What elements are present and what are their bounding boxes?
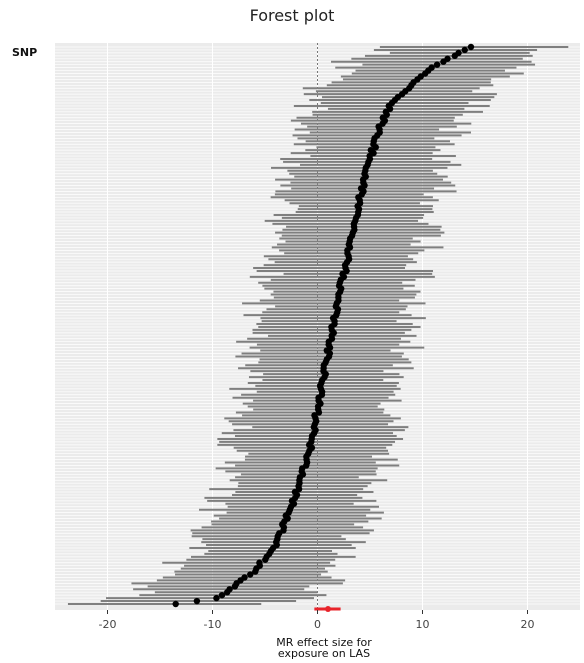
snp-point xyxy=(367,146,375,154)
y-axis-label: SNP xyxy=(12,46,38,59)
snp-point xyxy=(226,586,233,593)
snp-ci-lines xyxy=(67,46,569,605)
snp-point xyxy=(256,559,263,566)
x-axis-label-line-1: MR effect size for xyxy=(276,636,372,649)
x-axis-label-line-2: exposure on LAS xyxy=(277,647,371,660)
snp-point xyxy=(461,46,468,54)
x-axis-label: MR effect size for exposure on LAS xyxy=(214,637,434,659)
snp-points xyxy=(172,43,475,608)
snp-point xyxy=(241,574,248,581)
snp-point xyxy=(172,600,179,608)
x-tick-label: 0 xyxy=(314,618,321,631)
snp-point xyxy=(213,594,220,602)
x-tick-label: 20 xyxy=(521,618,535,631)
snp-point xyxy=(455,49,462,57)
snp-point xyxy=(433,61,441,68)
pooled-point xyxy=(325,606,331,612)
x-axis: -20 -10 0 10 20 xyxy=(99,610,535,631)
pooled-estimate xyxy=(314,606,341,612)
snp-point xyxy=(193,597,201,605)
x-tick-label: -10 xyxy=(204,618,222,631)
chart-title: Forest plot xyxy=(249,6,335,25)
snp-point xyxy=(467,43,475,51)
x-tick-label: 10 xyxy=(416,618,430,631)
snp-point xyxy=(444,55,451,62)
snp-point xyxy=(218,591,226,599)
x-tick-label: -20 xyxy=(99,618,117,631)
snp-point xyxy=(428,64,435,71)
snp-point xyxy=(247,571,254,578)
